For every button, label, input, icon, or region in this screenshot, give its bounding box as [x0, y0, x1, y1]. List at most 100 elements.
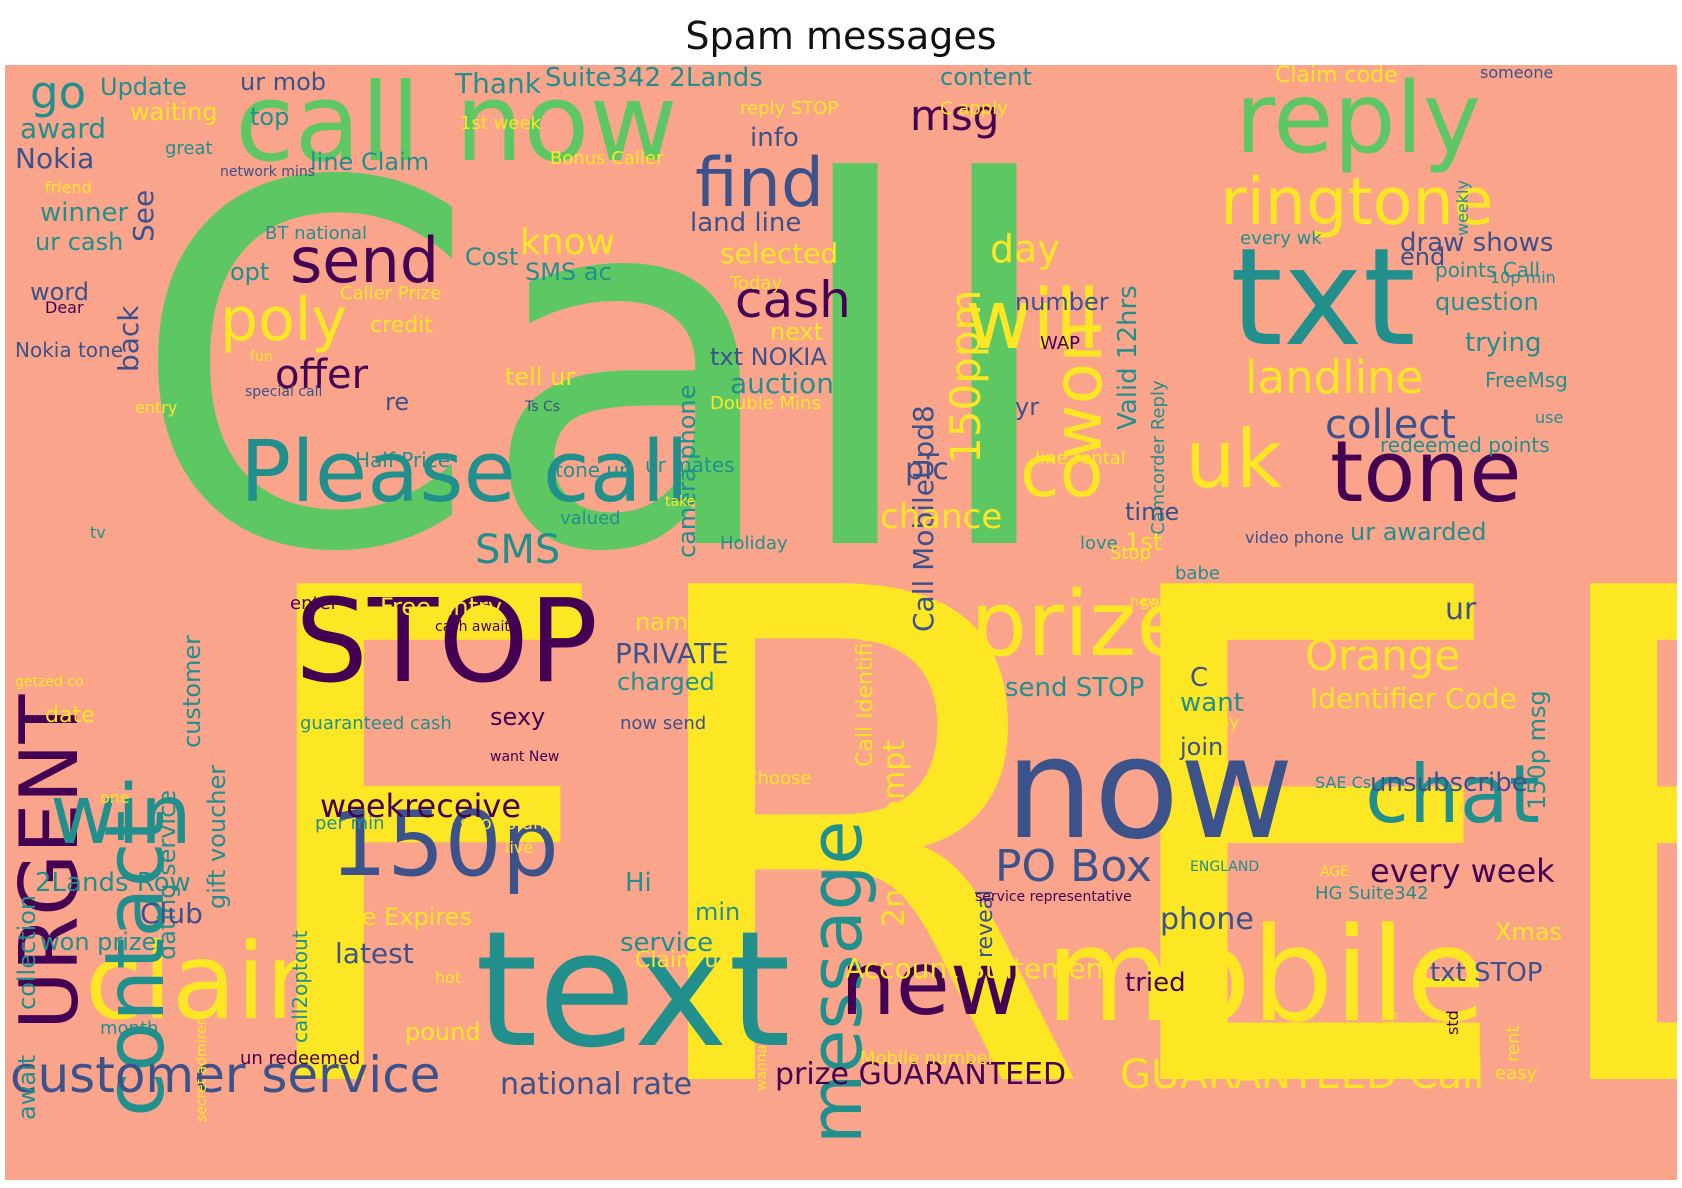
cloud-word: landline [1245, 351, 1424, 404]
cloud-word: 150ppm [941, 289, 990, 464]
cloud-word: Holiday [720, 533, 788, 554]
cloud-word: every week [1370, 852, 1555, 890]
cloud-word: Suite342 2Lands [545, 65, 763, 93]
cloud-word: service [620, 928, 714, 958]
cloud-word: txting [1378, 1010, 1397, 1057]
cloud-word: uk [1185, 413, 1283, 506]
cloud-word: Nokia [15, 142, 95, 175]
cloud-word: now [1005, 708, 1294, 871]
cloud-word: phone [1160, 902, 1254, 937]
cloud-word: question [1435, 288, 1539, 316]
cloud-word: yr [1015, 393, 1040, 421]
cloud-word: gift voucher [203, 764, 231, 909]
cloud-word: 150p [330, 792, 559, 897]
cloud-word: Orange [1305, 631, 1461, 680]
cloud-word: SMS [475, 527, 561, 573]
cloud-word: month [100, 1018, 159, 1039]
cloud-word: AGE [1320, 864, 1350, 880]
cloud-word: Dear [45, 298, 84, 317]
cloud-word: mobile [1045, 899, 1486, 1051]
cloud-word: Stop [1110, 543, 1151, 564]
cloud-word: entry [135, 398, 178, 417]
cloud-word: Xmas [1495, 918, 1563, 946]
cloud-word: collect [1325, 402, 1456, 448]
cloud-word: Account Statement [845, 952, 1115, 985]
cloud-word: Free entry [380, 593, 503, 621]
cloud-word: re [385, 388, 410, 416]
cloud-word: txt NOKIA [710, 343, 827, 371]
cloud-word: service representative [975, 889, 1132, 905]
cloud-word: redeemed points [1380, 433, 1550, 457]
cloud-word: win [50, 768, 192, 863]
cloud-word: Enjoy [1195, 713, 1239, 732]
cloud-word: BT national [265, 223, 368, 244]
cloud-word: chance [880, 497, 1003, 537]
cloud-word: send [290, 224, 440, 297]
cloud-word: Valid 12hrs [1113, 285, 1143, 430]
cloud-word: Update [100, 73, 187, 101]
cloud-word: 1st week [460, 113, 541, 134]
cloud-word: ur mob [240, 68, 327, 96]
cloud-word: time [1125, 498, 1180, 526]
cloud-word: ringtone [1220, 165, 1494, 240]
cloud-word: Call Identifier [853, 619, 878, 767]
cloud-word: ur cash [35, 228, 124, 256]
cloud-word: Half Price [355, 448, 451, 472]
cloud-word: GUARANTEED Call [1120, 1052, 1485, 1098]
cloud-word: winner [40, 198, 129, 228]
cloud-word: PRIVATE [615, 637, 729, 670]
cloud-word: min [695, 898, 741, 926]
cloud-word: line rental [1035, 448, 1126, 469]
cloud-word: take [665, 494, 696, 510]
cloud-word: game [1370, 588, 1439, 616]
cloud-word: draw shows [1400, 228, 1554, 258]
cloud-word: std [1443, 1010, 1462, 1035]
cloud-word: line Claim [310, 148, 430, 176]
cloud-word: weekreceive [320, 787, 522, 825]
cloud-word: valued [560, 508, 621, 529]
cloud-word: Today [730, 273, 783, 294]
cloud-word: txt STOP [1430, 958, 1543, 988]
cloud-word: ur awarded [1350, 518, 1487, 546]
cloud-word: wanna [754, 1044, 770, 1091]
cloud-word: date [45, 703, 95, 728]
cloud-word: rent [1503, 1025, 1524, 1062]
cloud-word: send STOP [1005, 673, 1145, 703]
cloud-word: poly [220, 285, 347, 355]
cloud-word: msg [910, 91, 1000, 140]
cloud-word: opt [230, 258, 270, 286]
cloud-word: offer [275, 352, 369, 398]
cloud-word: credit [370, 313, 433, 338]
cloud-word: weekly [1453, 180, 1472, 236]
cloud-word: network mins [220, 164, 315, 180]
cloud-word: customer [178, 634, 206, 748]
cloud-word: one [100, 788, 130, 807]
cloud-word: shows un [460, 813, 545, 834]
cloud-word: call2optout [288, 930, 312, 1043]
cloud-word: waiting [130, 98, 218, 126]
cloud-word: cash [735, 271, 851, 329]
cloud-word: reply [1235, 65, 1481, 176]
cloud-word: Claim code [1275, 65, 1398, 88]
cloud-word: co [1020, 429, 1104, 513]
cloud-word: hot [435, 968, 462, 987]
cloud-word: tone ur [555, 458, 628, 482]
cloud-word: 2nd attempt [877, 739, 912, 927]
cloud-word: tried [1125, 968, 1186, 998]
cloud-word: join [1180, 733, 1224, 761]
cloud-word: Nokia tone [15, 338, 124, 362]
cloud-word: end [1400, 243, 1446, 271]
cloud-word: auction [730, 367, 834, 400]
cloud-word: Identifier Code [1310, 682, 1517, 715]
cloud-word: WAP [1040, 333, 1080, 354]
cloud-word: claim [85, 921, 368, 1043]
cloud-word: points Call [1435, 258, 1541, 282]
cloud-word: word [30, 278, 89, 306]
cloud-word: Club [140, 897, 203, 930]
cloud-word: FreeMsg [1485, 368, 1568, 392]
cloud-word: new video [1130, 594, 1202, 610]
cloud-word: C [1190, 663, 1209, 693]
cloud-word: use [1535, 408, 1564, 427]
cloud-word: ENGLAND [1190, 859, 1260, 875]
cloud-word: babe [1175, 563, 1220, 584]
